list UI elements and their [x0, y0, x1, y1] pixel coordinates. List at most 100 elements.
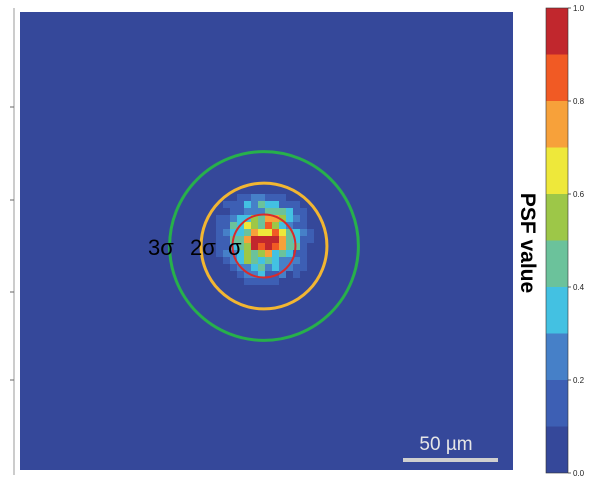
heat-cell: [300, 243, 307, 250]
heat-cell: [244, 278, 251, 285]
heat-cell: [244, 208, 251, 215]
heat-cell: [279, 215, 286, 222]
heat-cell: [244, 243, 251, 250]
colorbar-band: [546, 333, 568, 380]
heat-cell: [265, 194, 272, 201]
colorbar-band: [546, 240, 568, 287]
heat-cell: [230, 222, 237, 229]
heat-cell: [216, 250, 223, 257]
heat-cell: [223, 257, 230, 264]
heat-cell: [300, 257, 307, 264]
scale-bar-label: 50 µm: [419, 434, 472, 455]
heat-cell: [293, 215, 300, 222]
heat-cell: [300, 208, 307, 215]
heat-cell: [251, 250, 258, 257]
colorbar-band: [546, 8, 568, 55]
heat-cell: [265, 229, 272, 236]
heat-cell: [244, 257, 251, 264]
heat-cell: [258, 229, 265, 236]
heat-cell: [216, 236, 223, 243]
heat-cell: [237, 229, 244, 236]
heat-cell: [251, 222, 258, 229]
colorbar-band: [546, 147, 568, 194]
heat-cell: [265, 201, 272, 208]
heat-cell: [286, 264, 293, 271]
heat-cell: [279, 236, 286, 243]
heat-cell: [223, 201, 230, 208]
heat-cell: [223, 250, 230, 257]
heat-cell: [258, 222, 265, 229]
heat-cell: [265, 257, 272, 264]
heat-cell: [293, 250, 300, 257]
heat-cell: [237, 215, 244, 222]
heat-cell: [258, 243, 265, 250]
heat-cell: [216, 229, 223, 236]
heat-cell: [251, 257, 258, 264]
heat-cell: [244, 201, 251, 208]
heat-cell: [272, 278, 279, 285]
heat-cell: [216, 215, 223, 222]
heat-cell: [258, 264, 265, 271]
heat-cell: [265, 250, 272, 257]
heat-cell: [272, 236, 279, 243]
heat-cell: [237, 194, 244, 201]
heatmap-plot: [20, 12, 513, 470]
heat-cell: [237, 208, 244, 215]
heat-cell: [244, 222, 251, 229]
heat-cell: [251, 264, 258, 271]
heat-cell: [307, 229, 314, 236]
heat-cell: [300, 215, 307, 222]
colorbar-tick-label: 0.0: [573, 469, 585, 477]
heat-cell: [230, 208, 237, 215]
heat-cell: [258, 194, 265, 201]
heat-cell: [272, 201, 279, 208]
heat-cell: [237, 201, 244, 208]
heat-cell: [286, 222, 293, 229]
heat-cell: [265, 264, 272, 271]
heat-cell: [265, 222, 272, 229]
heat-cell: [244, 194, 251, 201]
colorbar-band: [546, 287, 568, 334]
colorbar-tick-label: 0.4: [573, 283, 585, 292]
heat-cell: [237, 250, 244, 257]
heat-cell: [293, 208, 300, 215]
heat-cell: [272, 243, 279, 250]
heat-cell: [272, 208, 279, 215]
colorbar-band: [546, 426, 568, 473]
heat-cell: [244, 271, 251, 278]
heat-cell: [293, 236, 300, 243]
heat-cell: [265, 236, 272, 243]
heat-cell: [258, 271, 265, 278]
sigma-label-1: σ: [228, 235, 242, 260]
colorbar-band: [546, 194, 568, 241]
heat-cells: [216, 194, 314, 285]
heat-cell: [279, 264, 286, 271]
heat-cell: [279, 243, 286, 250]
heat-cell: [286, 250, 293, 257]
heat-cell: [230, 215, 237, 222]
heat-cell: [251, 243, 258, 250]
heat-cell: [230, 229, 237, 236]
heat-cell: [279, 208, 286, 215]
heat-cell: [293, 229, 300, 236]
heat-cell: [279, 250, 286, 257]
heat-cell: [265, 208, 272, 215]
sigma-circle-1: [231, 213, 297, 279]
colorbar-tick-label: 1.0: [573, 4, 585, 13]
heat-cell: [279, 271, 286, 278]
heat-cell: [237, 257, 244, 264]
heat-cell: [300, 222, 307, 229]
colorbar-bands: [546, 8, 568, 473]
heat-cell: [286, 236, 293, 243]
heat-cell: [251, 208, 258, 215]
colorbar-band: [546, 380, 568, 427]
heat-cell: [230, 201, 237, 208]
heat-cell: [307, 236, 314, 243]
heat-cell: [258, 278, 265, 285]
heat-cell: [223, 215, 230, 222]
sigma-circle-2: [199, 181, 329, 311]
heat-cell: [216, 222, 223, 229]
heat-cell: [286, 215, 293, 222]
heat-cell: [251, 201, 258, 208]
heat-cell: [286, 208, 293, 215]
